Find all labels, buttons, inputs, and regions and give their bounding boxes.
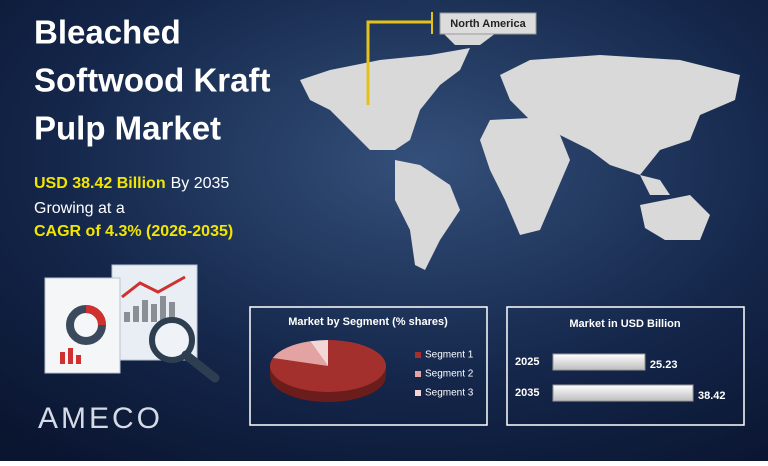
bar xyxy=(552,384,694,402)
pie-slice xyxy=(310,340,328,366)
legend-label: Segment 1 xyxy=(425,350,474,361)
legend-swatch xyxy=(415,371,421,377)
pie-title: Market by Segment (% shares) xyxy=(288,316,448,328)
category-label: 2025 xyxy=(515,356,539,368)
headline-value: USD 38.42 Billion By 2035 xyxy=(34,175,229,192)
category-label: 2035 xyxy=(515,387,539,399)
pie-panel xyxy=(249,306,488,426)
report-icon xyxy=(44,264,220,383)
pie-slice xyxy=(272,341,328,366)
map-label-box xyxy=(439,12,537,35)
growth-intro: Growing at a xyxy=(34,200,125,217)
title-line: Pulp Market xyxy=(34,110,221,147)
bar-panel xyxy=(506,306,745,426)
map-label: North America xyxy=(450,18,526,30)
legend-label: Segment 2 xyxy=(425,369,474,380)
legend-label: Segment 3 xyxy=(425,388,474,399)
legend-swatch xyxy=(415,390,421,396)
value-suffix: By 2035 xyxy=(171,175,230,192)
logo: AMECO xyxy=(38,402,163,435)
pointer-line xyxy=(366,20,432,105)
world-map xyxy=(300,22,740,270)
title-line: Softwood Kraft xyxy=(34,62,270,99)
value-label: 25.23 xyxy=(650,359,678,371)
bar xyxy=(552,353,646,371)
title-line: Bleached xyxy=(34,14,181,51)
value-label: 38.42 xyxy=(698,390,726,402)
value: USD 38.42 Billion xyxy=(34,175,166,192)
bar-title: Market in USD Billion xyxy=(569,318,681,330)
legend-swatch xyxy=(415,352,421,358)
cagr: CAGR of 4.3% (2026-2035) xyxy=(34,223,233,240)
